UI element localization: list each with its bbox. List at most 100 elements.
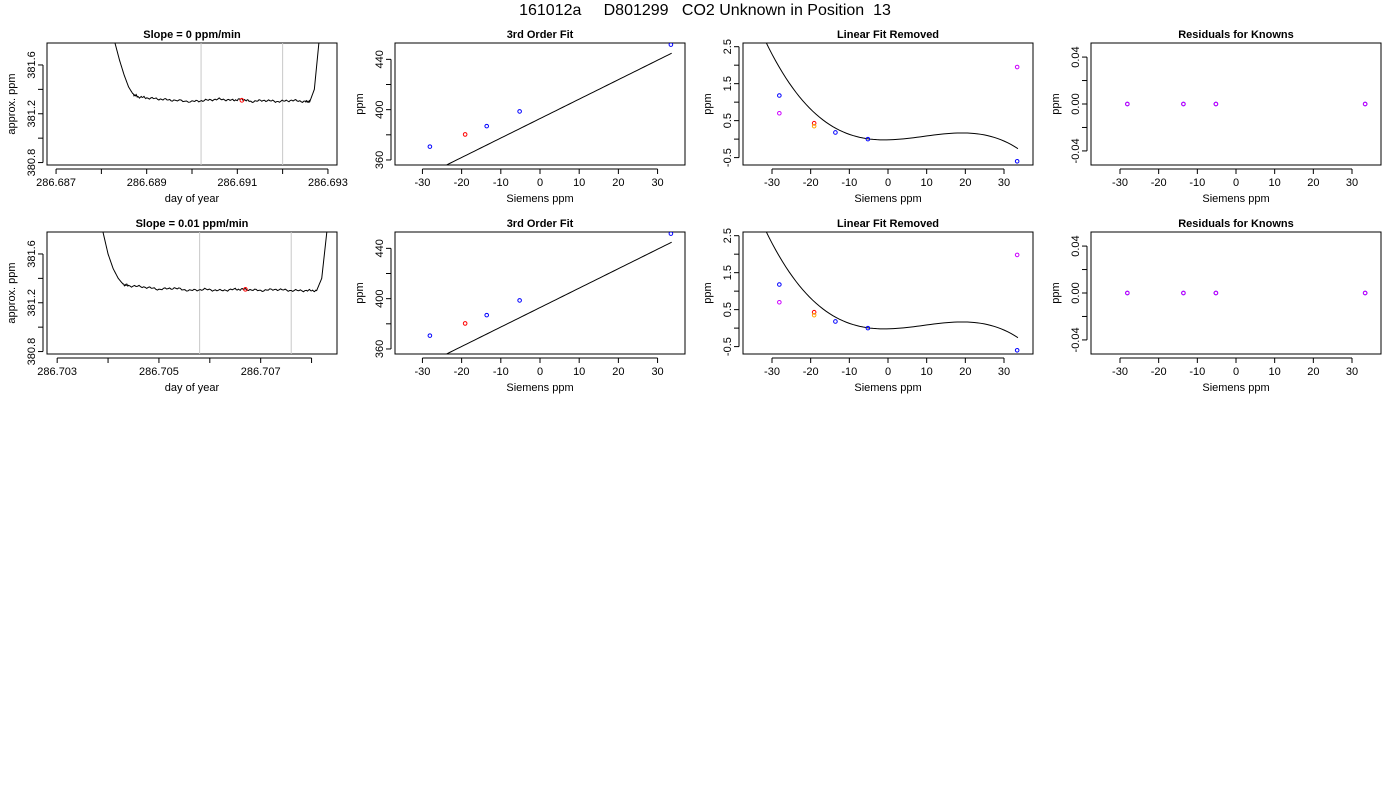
x-tick-label: 0 (885, 366, 891, 378)
data-point (865, 325, 871, 331)
y-tick-label: 0.5 (722, 113, 734, 128)
x-tick-label: -20 (454, 177, 470, 189)
sample-marker (239, 98, 245, 103)
x-tick-label: 30 (998, 177, 1010, 189)
y-tick-label: 440 (374, 239, 386, 257)
plot-frame (394, 42, 686, 166)
panel-title: Linear Fit Removed (837, 218, 939, 230)
x-tick-label: 286.687 (36, 177, 76, 189)
y-tick-label: 2.5 (722, 39, 734, 54)
data-layer (1125, 290, 1368, 296)
x-tick-label: -10 (1189, 366, 1205, 378)
data-point (427, 333, 433, 338)
x-axis-label: Siemens ppm (506, 193, 573, 205)
x-tick-label: -20 (1151, 177, 1167, 189)
panel-5: Slope = 0.01 ppm/min 286.703 286.705 286.70… (6, 218, 338, 394)
trace-line (102, 232, 328, 293)
data-point (1362, 101, 1368, 107)
y-tick-label: -0.5 (722, 148, 734, 167)
x-tick-label: -20 (454, 366, 470, 378)
x-tick-label: 10 (1269, 366, 1281, 378)
data-point (1181, 101, 1186, 107)
trace-line (114, 43, 320, 104)
data-point (811, 309, 817, 315)
y-tick-label: 1.5 (722, 265, 734, 280)
data-point (811, 120, 817, 126)
x-tick-label: 30 (651, 177, 663, 189)
x-tick-label: -10 (841, 366, 857, 378)
data-point (777, 110, 782, 116)
x-axis-label: day of year (165, 193, 220, 205)
data-point (777, 93, 782, 98)
data-point (484, 123, 490, 129)
panel-title: Residuals for Knowns (1178, 218, 1294, 230)
x-tick-label: 0 (885, 177, 891, 189)
x-tick-label: 20 (1307, 177, 1319, 189)
data-point (462, 321, 468, 326)
data-layer (102, 232, 328, 354)
data-point (484, 312, 490, 318)
data-point (1014, 64, 1020, 70)
data-layer (765, 43, 1020, 164)
x-axis-label: Siemens ppm (854, 382, 921, 394)
x-tick-label: 0 (1233, 366, 1239, 378)
plot-frame (1090, 42, 1382, 166)
plot-frame (394, 231, 686, 355)
x-tick-label: 30 (1346, 366, 1358, 378)
data-point (517, 298, 522, 303)
data-point (1125, 290, 1130, 296)
panel-title: Linear Fit Removed (837, 29, 939, 41)
y-tick-label: 381.2 (26, 100, 38, 128)
x-axis-label: day of year (165, 382, 220, 394)
x-tick-label: 30 (998, 366, 1010, 378)
x-tick-label: 286.691 (217, 177, 257, 189)
x-tick-label: 10 (921, 366, 933, 378)
data-point (1125, 101, 1130, 107)
data-point (777, 282, 782, 287)
y-tick-label: 360 (374, 340, 386, 358)
data-point (1362, 290, 1368, 296)
panel-4: Residuals for Knowns -30 -20 -10 0 10 20 30 Siem… (1050, 29, 1382, 205)
x-tick-label: -20 (803, 366, 819, 378)
x-tick-label: 10 (921, 177, 933, 189)
panel-2: 3rd Order Fit -30 -20 -10 0 10 20 30 Siemens ppm… (354, 29, 686, 205)
x-tick-label: 20 (1307, 366, 1319, 378)
data-layer (1125, 101, 1368, 107)
x-tick-label: 0 (1233, 177, 1239, 189)
y-tick-label: 0.00 (1070, 93, 1082, 114)
x-tick-label: 10 (573, 366, 585, 378)
panel-title: Residuals for Knowns (1178, 29, 1294, 41)
x-tick-label: 286.707 (241, 366, 281, 378)
y-axis-label: ppm (1050, 282, 1062, 303)
fit-curve (445, 241, 672, 354)
data-point (462, 132, 468, 137)
fit-curve (765, 43, 1019, 150)
data-point (777, 299, 782, 305)
y-tick-label: -0.04 (1070, 138, 1082, 163)
data-point (427, 144, 433, 149)
x-tick-label: 286.705 (139, 366, 179, 378)
x-tick-label: 10 (573, 177, 585, 189)
x-tick-label: 20 (959, 366, 971, 378)
x-tick-label: 20 (959, 177, 971, 189)
sample-marker (243, 287, 248, 292)
x-tick-label: -10 (841, 177, 857, 189)
data-layer (114, 43, 320, 165)
panel-title: 3rd Order Fit (507, 29, 574, 41)
x-tick-label: 30 (1346, 177, 1358, 189)
x-axis-label: Siemens ppm (506, 382, 573, 394)
y-axis-label: ppm (702, 282, 714, 303)
data-point (1014, 159, 1020, 164)
x-tick-label: 20 (612, 177, 624, 189)
y-tick-label: -0.04 (1070, 327, 1082, 352)
data-point (517, 109, 522, 114)
plot-frame (1090, 231, 1382, 355)
panel-8: Residuals for Knowns -30 -20 -10 0 10 20 30 Siem… (1050, 218, 1382, 394)
panel-6: 3rd Order Fit -30 -20 -10 0 10 20 30 Siemens ppm… (354, 218, 686, 394)
y-tick-label: -0.5 (722, 337, 734, 356)
x-tick-label: -10 (1189, 177, 1205, 189)
x-axis-label: Siemens ppm (1202, 382, 1269, 394)
data-point (811, 312, 817, 318)
x-tick-label: 286.703 (37, 366, 77, 378)
data-point (1213, 290, 1219, 296)
